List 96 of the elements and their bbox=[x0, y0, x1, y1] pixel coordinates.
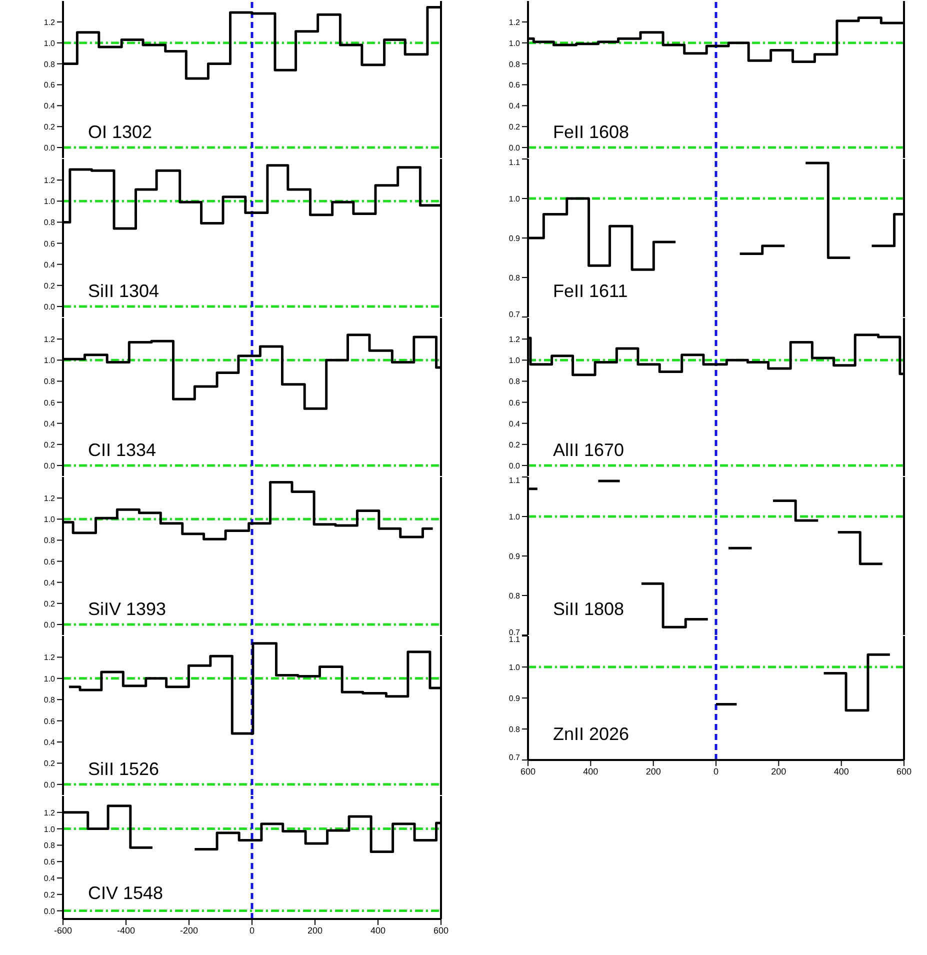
y-tick-label: 1.2 bbox=[44, 653, 56, 662]
y-tick-label: 0.0 bbox=[44, 302, 56, 312]
y-tick-label: 0.4 bbox=[508, 419, 521, 428]
x-tick-label: -200 bbox=[180, 925, 198, 936]
y-tick-label: 0.4 bbox=[508, 102, 521, 111]
annotation: FeII 1608 bbox=[553, 122, 630, 142]
y-tick-label: 0.8 bbox=[44, 841, 56, 850]
y-tick-label: 1.2 bbox=[508, 335, 521, 344]
y-tick-label: 0.7 bbox=[508, 753, 521, 762]
annotation: ZnII 2026 bbox=[553, 724, 630, 744]
y-tick-label: 0.6 bbox=[44, 239, 56, 248]
y-tick-label: 0.8 bbox=[44, 60, 56, 69]
y-tick-label: 0.7 bbox=[508, 628, 521, 637]
y-tick-label: 1.2 bbox=[44, 808, 56, 818]
y-tick-label: 0.8 bbox=[44, 377, 56, 386]
y-tick-label: 0.9 bbox=[508, 234, 521, 243]
y-tick-label: 0.2 bbox=[508, 440, 521, 450]
y-tick-label: 1.0 bbox=[44, 824, 56, 834]
y-tick-label: 0.9 bbox=[508, 552, 521, 561]
y-tick-label: 0.8 bbox=[508, 60, 521, 69]
y-tick-label: 0.6 bbox=[508, 398, 521, 408]
y-tick-label: 1.0 bbox=[44, 197, 56, 206]
x-tick-label: 200 bbox=[646, 766, 661, 776]
y-tick-label: 0.2 bbox=[508, 122, 521, 132]
y-tick-label: 0.8 bbox=[508, 377, 521, 386]
x-tick-label: 400 bbox=[834, 766, 849, 776]
y-tick-label: 0.6 bbox=[44, 716, 56, 726]
y-tick-label: 0.9 bbox=[508, 694, 521, 703]
y-tick-label: 0.8 bbox=[44, 218, 56, 228]
x-tick-label: 400 bbox=[370, 925, 386, 936]
y-tick-label: 1.0 bbox=[44, 515, 56, 524]
y-tick-label: 1.2 bbox=[44, 18, 56, 27]
y-tick-label: 1.0 bbox=[508, 663, 521, 672]
y-tick-label: 0.6 bbox=[44, 858, 56, 867]
annotation: AlII 1670 bbox=[553, 440, 624, 460]
y-tick-label: 0.8 bbox=[508, 274, 521, 282]
y-tick-label: 0.4 bbox=[44, 419, 56, 428]
y-tick-label: 0.2 bbox=[44, 440, 56, 450]
y-tick-label: 0.6 bbox=[44, 398, 56, 408]
x-tick-label: -400 bbox=[116, 925, 136, 936]
y-tick-label: 1.0 bbox=[508, 512, 521, 522]
y-tick-label: 0.2 bbox=[44, 890, 56, 900]
annotation: CIV 1548 bbox=[88, 883, 164, 903]
y-tick-label: 0.0 bbox=[44, 620, 56, 630]
y-tick-label: 1.1 bbox=[508, 635, 521, 644]
y-tick-label: 1.1 bbox=[508, 476, 521, 485]
x-tick-label: 0 bbox=[249, 925, 255, 936]
x-tick-label: 600 bbox=[433, 925, 449, 936]
y-tick-label: 1.0 bbox=[508, 356, 521, 366]
y-tick-label: 0.2 bbox=[44, 599, 56, 608]
y-tick-label: 0.0 bbox=[508, 144, 521, 153]
y-tick-label: 0.2 bbox=[44, 281, 56, 290]
y-tick-label: 0.8 bbox=[508, 725, 521, 734]
y-tick-label: 0.8 bbox=[508, 592, 521, 600]
y-tick-label: 0.2 bbox=[44, 759, 56, 768]
x-tick-label: 600 bbox=[520, 766, 536, 776]
annotation: SiII 1304 bbox=[88, 281, 160, 301]
y-tick-label: 0.0 bbox=[44, 780, 56, 790]
x-tick-label: 600 bbox=[896, 766, 912, 776]
x-tick-label: 400 bbox=[583, 766, 598, 776]
y-tick-label: 0.4 bbox=[44, 578, 56, 588]
annotation: SiII 1808 bbox=[553, 599, 624, 619]
y-tick-label: 0.2 bbox=[44, 122, 56, 132]
y-tick-label: 1.1 bbox=[508, 158, 521, 167]
y-tick-label: 0.6 bbox=[44, 80, 56, 90]
y-tick-label: 0.0 bbox=[44, 906, 56, 916]
x-tick-label: -600 bbox=[54, 925, 72, 936]
y-tick-label: 0.4 bbox=[44, 738, 56, 747]
x-tick-label: 200 bbox=[307, 925, 323, 936]
y-tick-label: 1.2 bbox=[44, 335, 56, 344]
y-tick-label: 1.2 bbox=[44, 176, 56, 186]
y-tick-label: 1.2 bbox=[44, 494, 56, 504]
annotation: SiIV 1393 bbox=[88, 599, 166, 619]
y-tick-label: 0.8 bbox=[44, 536, 56, 546]
y-tick-label: 0.6 bbox=[508, 80, 521, 90]
y-tick-label: 1.0 bbox=[508, 194, 521, 204]
x-tick-label: 0 bbox=[713, 766, 719, 776]
y-tick-label: 1.0 bbox=[44, 674, 56, 684]
y-tick-label: 0.4 bbox=[44, 260, 56, 270]
y-tick-label: 0.0 bbox=[44, 144, 56, 153]
y-tick-label: 1.0 bbox=[508, 38, 521, 48]
x-tick-label: 200 bbox=[771, 766, 786, 776]
y-tick-label: 0.0 bbox=[508, 461, 521, 470]
y-tick-label: 0.0 bbox=[44, 461, 56, 470]
y-tick-label: 0.4 bbox=[44, 874, 56, 883]
y-tick-label: 0.4 bbox=[44, 102, 56, 111]
annotation: CII 1334 bbox=[88, 440, 156, 460]
y-tick-label: 1.2 bbox=[508, 18, 521, 27]
y-tick-label: 0.8 bbox=[44, 696, 56, 705]
annotation: SiII 1526 bbox=[88, 759, 160, 779]
y-tick-label: 0.7 bbox=[508, 310, 521, 319]
annotation: OI 1302 bbox=[88, 122, 152, 142]
annotation: FeII 1611 bbox=[553, 281, 628, 301]
y-tick-label: 0.6 bbox=[44, 557, 56, 566]
y-tick-label: 1.0 bbox=[44, 38, 56, 48]
y-tick-label: 1.0 bbox=[44, 356, 56, 366]
